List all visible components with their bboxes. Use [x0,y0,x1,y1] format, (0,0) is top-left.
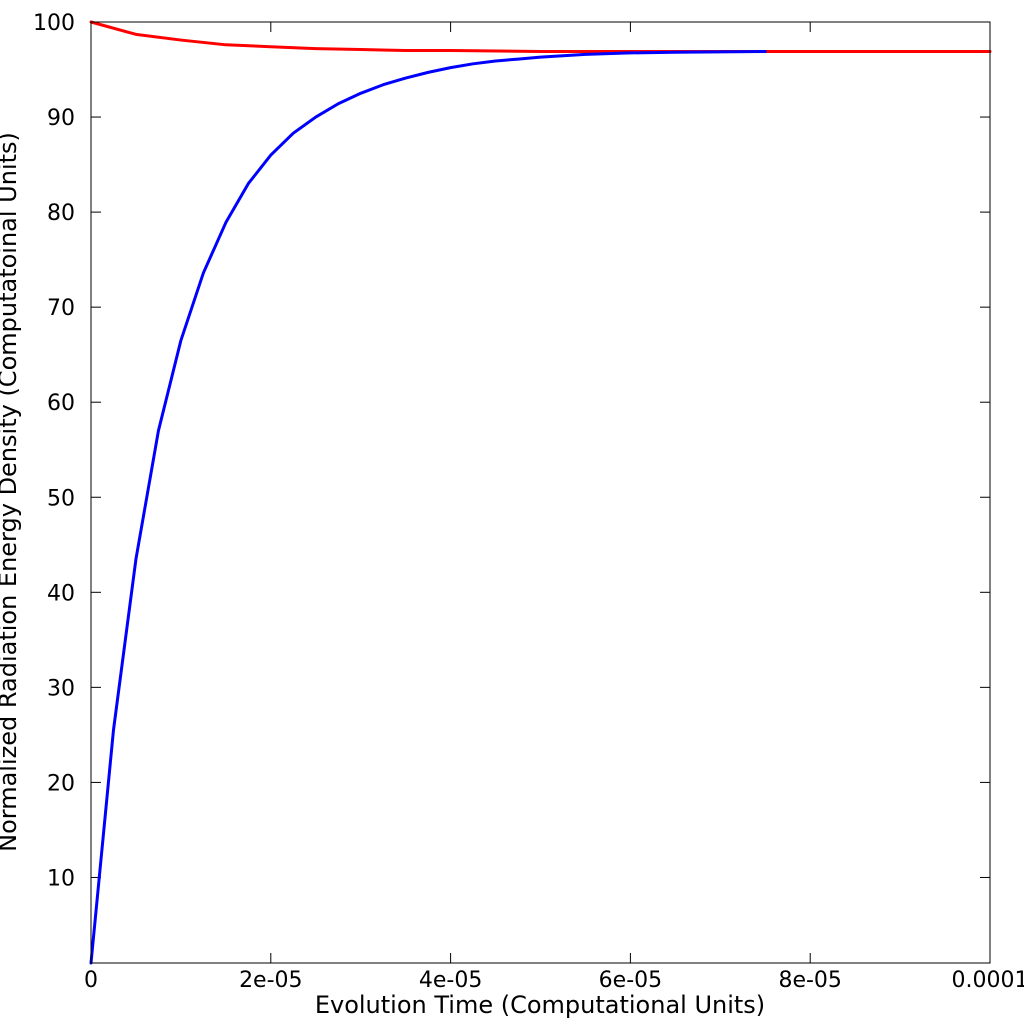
y-tick-label: 80 [47,201,75,226]
x-tick-label: 0 [84,968,98,993]
series-layer [89,20,992,965]
x-tick-label: 2e-05 [239,968,302,993]
y-tick-label: 20 [47,771,75,796]
plot-frame [90,21,991,964]
x-axis-label: Evolution Time (Computational Units) [315,991,765,1019]
series-line-2 [89,49,767,965]
x-tick-label: 4e-05 [419,968,482,993]
series-line-1 [89,20,992,53]
y-tick-label: 30 [47,676,75,701]
tick-labels-layer: 0 2e-05 4e-05 6e-05 8e-05 0.0001 10 20 30 40 50 60 7… [33,11,1024,993]
y-tick-label: 100 [33,11,75,36]
y-tick-label: 10 [47,866,75,891]
y-tick-label: 70 [47,296,75,321]
y-tick-label: 50 [47,486,75,511]
plot-area-background [91,22,990,963]
y-tick-label: 90 [47,106,75,131]
y-tick-label: 60 [47,391,75,416]
y-tick-label: 40 [47,581,75,606]
x-tick-label: 0.0001 [952,968,1024,993]
x-tick-label: 8e-05 [778,968,841,993]
x-tick-label: 6e-05 [599,968,662,993]
y-axis-label: Normalized Radiation Energy Density (Com… [0,132,22,852]
